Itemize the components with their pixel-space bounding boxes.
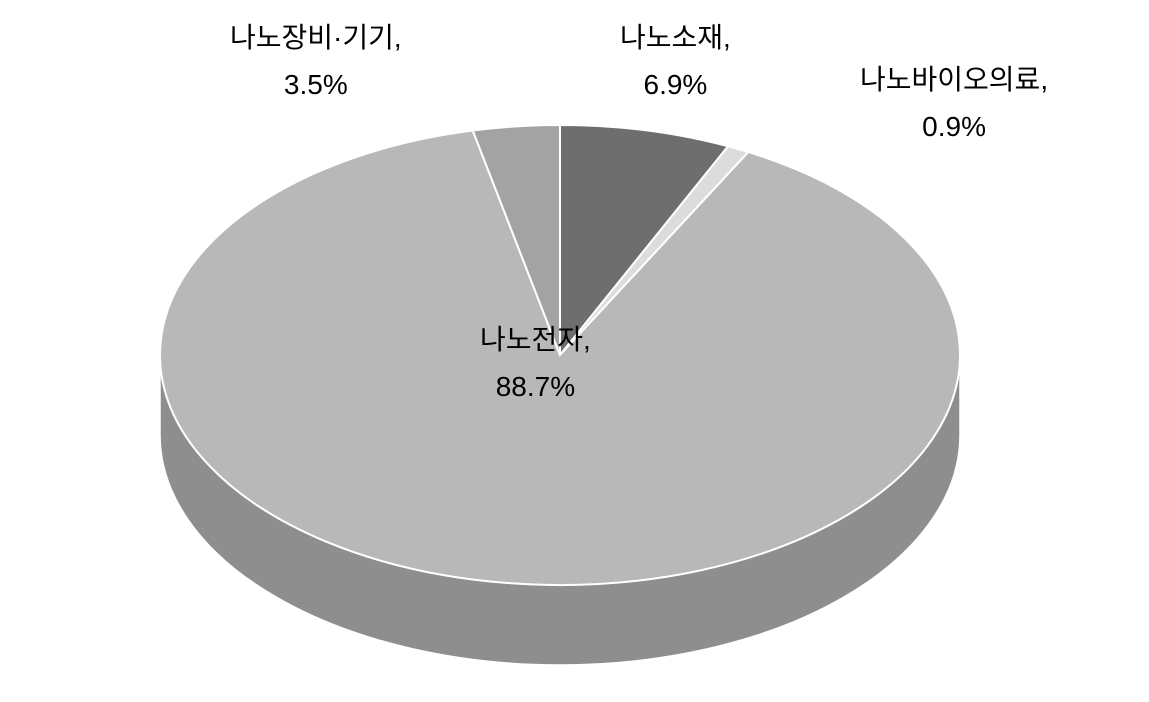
- slice-label-nano-material: 나노소재, 6.9%: [620, 18, 731, 104]
- slice-percent: 6.9%: [620, 65, 731, 104]
- slice-label-nano-biomedical: 나노바이오의료, 0.9%: [860, 60, 1048, 146]
- slice-percent: 3.5%: [230, 65, 402, 104]
- slice-label-nano-electronics: 나노전자, 88.7%: [480, 320, 591, 406]
- slice-name: 나노소재,: [620, 18, 731, 57]
- slice-label-nano-equipment: 나노장비·기기, 3.5%: [230, 18, 402, 104]
- slice-percent: 0.9%: [860, 107, 1048, 146]
- pie-chart: 나노소재, 6.9% 나노바이오의료, 0.9% 나노전자, 88.7% 나노장…: [0, 0, 1149, 697]
- slice-name: 나노바이오의료,: [860, 60, 1048, 99]
- slice-name: 나노장비·기기,: [230, 18, 402, 57]
- slice-name: 나노전자,: [480, 320, 591, 359]
- slice-percent: 88.7%: [480, 367, 591, 406]
